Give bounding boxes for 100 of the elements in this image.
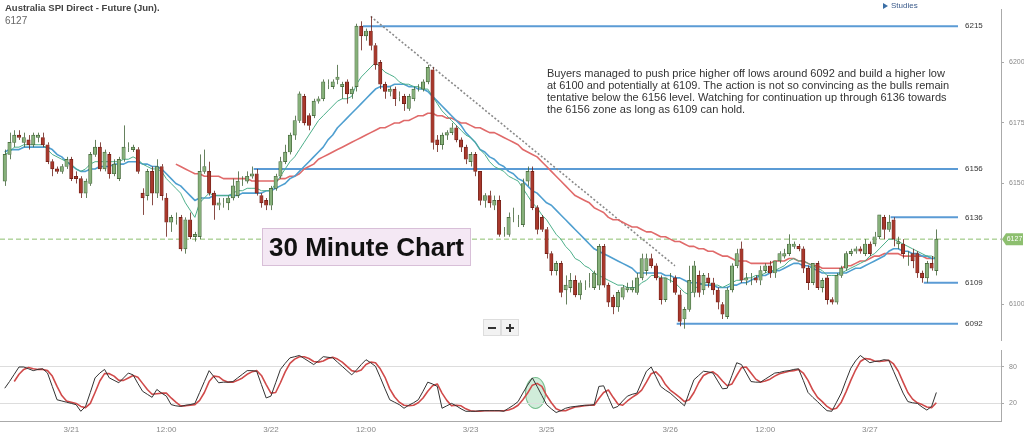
candlestick bbox=[454, 124, 459, 143]
candlestick bbox=[778, 250, 781, 264]
candlestick bbox=[715, 287, 720, 310]
ref-line-label: 6156 bbox=[965, 164, 984, 174]
candlestick bbox=[69, 156, 74, 182]
candlestick bbox=[349, 86, 354, 100]
chart-title: Australia SPI Direct - Future (Jun). bbox=[5, 2, 160, 13]
candlestick bbox=[298, 91, 301, 124]
candlestick bbox=[249, 166, 254, 180]
candlestick bbox=[107, 151, 112, 180]
ref-line-label: 6092 bbox=[965, 319, 984, 329]
candlestick bbox=[892, 216, 895, 247]
candlestick bbox=[88, 151, 93, 187]
x-tick-label: 12:00 bbox=[156, 425, 177, 434]
candlestick bbox=[487, 190, 492, 209]
candlestick bbox=[753, 275, 758, 284]
candlestick bbox=[64, 156, 69, 170]
candlestick bbox=[640, 253, 643, 281]
candlestick bbox=[687, 265, 692, 313]
ref-line-label: 6136 bbox=[965, 212, 984, 222]
candlestick bbox=[431, 66, 434, 150]
candlestick bbox=[929, 255, 934, 272]
candlestick bbox=[773, 261, 777, 279]
candlestick bbox=[283, 144, 288, 165]
candlestick bbox=[468, 151, 473, 167]
candlestick bbox=[26, 134, 31, 150]
candlestick bbox=[791, 241, 796, 250]
candlestick bbox=[839, 265, 844, 279]
candlestick bbox=[701, 272, 706, 296]
candlestick bbox=[165, 192, 168, 238]
candlestick bbox=[696, 270, 701, 298]
candlestick bbox=[21, 132, 26, 148]
candlestick bbox=[392, 86, 397, 107]
candlestick bbox=[435, 134, 440, 153]
candlestick bbox=[178, 214, 183, 252]
candlestick bbox=[369, 16, 373, 51]
candlestick bbox=[159, 163, 164, 201]
candlestick bbox=[934, 229, 939, 276]
candlestick bbox=[834, 272, 839, 305]
candlestick bbox=[335, 64, 340, 85]
candlestick bbox=[140, 187, 145, 216]
candlestick bbox=[896, 236, 901, 250]
candlestick bbox=[449, 122, 454, 136]
x-tick-label: 3/26 bbox=[662, 425, 679, 434]
candlestick bbox=[820, 277, 825, 293]
candlestick bbox=[815, 260, 820, 291]
candlestick bbox=[853, 246, 858, 255]
candlestick bbox=[910, 248, 915, 269]
candlestick bbox=[625, 282, 630, 293]
candlestick bbox=[482, 192, 487, 209]
candlestick bbox=[867, 241, 872, 257]
ref-line-label: 6215 bbox=[965, 21, 984, 31]
x-tick-label: 3/21 bbox=[63, 425, 80, 434]
candlestick bbox=[858, 246, 863, 255]
candlestick bbox=[406, 93, 411, 112]
text: 6127 bbox=[5, 15, 28, 26]
candlestick bbox=[873, 231, 876, 247]
candlestick bbox=[506, 212, 511, 238]
x-tick-label: 3/23 bbox=[462, 425, 479, 434]
annotation: 30 Minute Chart bbox=[262, 228, 472, 266]
annotation: Buyers managed to push price higher off lows around 6092 and build a higher low at 6100 and potentially at 6109. The action is not so convincing as the bulls remain tentative below the 6156 level. Watching for continuation up through 6136 towards the 6156 zone as long as 6109 can hold. bbox=[547, 67, 951, 115]
candlestick bbox=[378, 59, 383, 90]
candlestick bbox=[84, 178, 87, 199]
candlestick bbox=[184, 216, 187, 255]
candlestick bbox=[721, 301, 724, 320]
candlestick bbox=[78, 175, 83, 199]
candlestick bbox=[530, 166, 535, 211]
candlestick bbox=[744, 272, 749, 286]
candlestick bbox=[235, 170, 240, 199]
candlestick bbox=[444, 129, 449, 141]
candlestick bbox=[59, 163, 64, 175]
candlestick bbox=[330, 78, 335, 90]
candlestick bbox=[463, 144, 468, 165]
candlestick bbox=[16, 129, 22, 141]
candlestick bbox=[387, 86, 392, 97]
candlestick bbox=[425, 64, 430, 85]
x-tick-label: 12:00 bbox=[355, 425, 377, 434]
candlestick bbox=[782, 248, 787, 259]
candlestick bbox=[259, 192, 264, 209]
candlestick bbox=[759, 265, 762, 286]
candlestick bbox=[35, 132, 41, 143]
candlestick bbox=[116, 156, 121, 182]
x-tick-label: 3/25 bbox=[538, 425, 555, 434]
candlestick bbox=[264, 197, 269, 211]
candlestick bbox=[292, 115, 297, 141]
candlestick bbox=[606, 282, 611, 308]
candlestick bbox=[354, 23, 359, 92]
candlestick bbox=[649, 253, 654, 269]
candlestick bbox=[40, 132, 45, 148]
candlestick bbox=[886, 214, 891, 233]
candlestick bbox=[321, 78, 326, 102]
candlestick bbox=[525, 166, 530, 187]
candlestick bbox=[145, 168, 150, 201]
candlestick bbox=[311, 98, 316, 119]
candlestick bbox=[763, 262, 768, 274]
candlestick bbox=[31, 132, 36, 148]
candlestick bbox=[374, 42, 377, 71]
candlestick bbox=[544, 226, 549, 259]
candlestick bbox=[916, 250, 919, 279]
candlestick bbox=[492, 195, 497, 211]
